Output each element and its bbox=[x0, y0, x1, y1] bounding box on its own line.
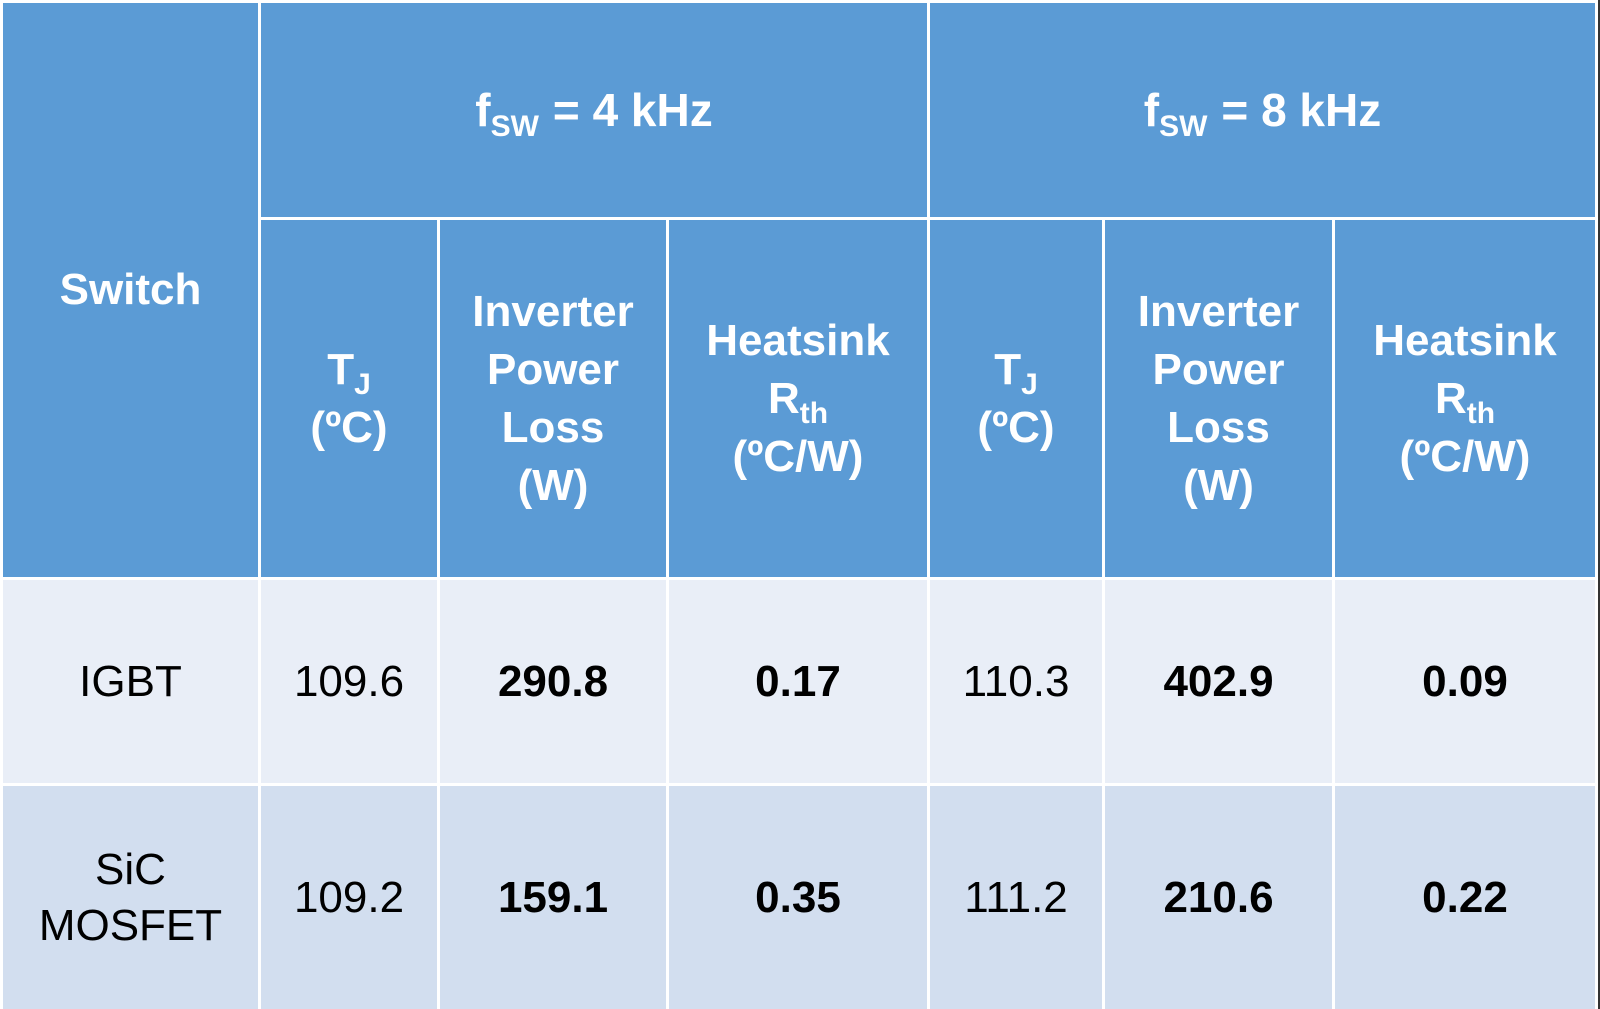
symbol: f bbox=[1143, 84, 1160, 136]
switch-line: IGBT bbox=[79, 656, 182, 706]
switch-line: MOSFET bbox=[38, 900, 223, 950]
value-cell: 210.6 bbox=[1102, 783, 1335, 1009]
column-header: Heatsink Rth (ºC/W) bbox=[666, 217, 930, 580]
column-header: TJ (ºC) bbox=[927, 217, 1105, 580]
header-text: (ºC/W) bbox=[1399, 431, 1531, 481]
header-text: Power bbox=[1152, 344, 1285, 394]
subscript: th bbox=[1466, 396, 1496, 430]
switch-line: SiC bbox=[95, 844, 166, 894]
value-cell: 290.8 bbox=[437, 577, 669, 786]
header-text: Loss bbox=[501, 402, 605, 452]
value-cell: 0.17 bbox=[666, 577, 930, 786]
header-line: TJ bbox=[261, 341, 437, 401]
data-row: SiC MOSFET 109.2 159.1 0.35 111.2 210.6 0.22 bbox=[0, 783, 1598, 1009]
header-line: Inverter bbox=[1105, 283, 1332, 341]
column-header: TJ (ºC) bbox=[258, 217, 440, 580]
header-line: (W) bbox=[440, 457, 666, 515]
switch-cell: SiC MOSFET bbox=[0, 783, 261, 1009]
value-cell: 402.9 bbox=[1102, 577, 1335, 786]
subscript: SW bbox=[490, 110, 539, 143]
group-text: = 8 kHz bbox=[1221, 84, 1382, 136]
column-header: Inverter Power Loss (W) bbox=[437, 217, 669, 580]
header-line: Power bbox=[1105, 341, 1332, 399]
header-text: (ºC) bbox=[977, 402, 1055, 452]
header-text: Loss bbox=[1167, 402, 1270, 452]
header-text: Heatsink bbox=[1373, 315, 1557, 365]
header-text: T bbox=[994, 344, 1022, 394]
header-text: Inverter bbox=[1137, 286, 1300, 336]
header-text: (W) bbox=[517, 460, 589, 510]
subscript: J bbox=[354, 367, 371, 401]
header-text: R bbox=[767, 373, 800, 423]
header-line: Inverter bbox=[440, 283, 666, 341]
header-line: Rth bbox=[669, 370, 927, 430]
value-cell: 111.2 bbox=[927, 783, 1105, 1009]
value-cell: 109.2 bbox=[258, 783, 440, 1009]
switch-cell: IGBT bbox=[0, 577, 261, 786]
header-row: Switch fSW = 4 kHz fSW = 8 kHz bbox=[0, 0, 1598, 580]
header-text: T bbox=[327, 344, 355, 394]
header-line: Heatsink bbox=[1335, 312, 1595, 370]
column-header: Heatsink Rth (ºC/W) bbox=[1332, 217, 1598, 580]
value-cell: 0.35 bbox=[666, 783, 930, 1009]
header-line: (W) bbox=[1105, 457, 1332, 515]
header-line: Power bbox=[440, 341, 666, 399]
value-cell: 110.3 bbox=[927, 577, 1105, 786]
corner-header: Switch bbox=[0, 0, 261, 580]
header-text: (W) bbox=[1183, 460, 1254, 510]
header-text: Power bbox=[486, 344, 620, 394]
header-line: (ºC/W) bbox=[1335, 428, 1595, 486]
group-text: = 4 kHz bbox=[552, 84, 713, 136]
header-text: Heatsink bbox=[706, 315, 890, 365]
header-line: (ºC/W) bbox=[669, 428, 927, 486]
group-header: fSW = 4 kHz bbox=[258, 0, 930, 220]
header-line: (ºC) bbox=[261, 399, 437, 457]
header-line: (ºC) bbox=[930, 399, 1102, 457]
header-text: Inverter bbox=[472, 286, 634, 336]
header-line: Loss bbox=[1105, 399, 1332, 457]
column-header: Inverter Power Loss (W) bbox=[1102, 217, 1335, 580]
header-line: TJ bbox=[930, 341, 1102, 401]
header-text: (ºC/W) bbox=[732, 431, 864, 481]
header-row: TJ (ºC) Inverter Power Loss (W) Heatsink Rth (ºC… bbox=[2, 217, 1598, 580]
subscript: J bbox=[1021, 367, 1038, 401]
value-cell: 0.22 bbox=[1332, 783, 1598, 1009]
subscript: th bbox=[799, 396, 829, 430]
corner-text: Switch bbox=[59, 265, 202, 314]
header-line: Heatsink bbox=[669, 312, 927, 370]
header-line: Rth bbox=[1335, 370, 1595, 430]
value-cell: 159.1 bbox=[437, 783, 669, 1009]
value-cell: 0.09 bbox=[1332, 577, 1598, 786]
group-header: fSW = 8 kHz bbox=[927, 0, 1598, 220]
data-row: IGBT 109.6 290.8 0.17 110.3 402.9 0.09 bbox=[0, 577, 1598, 786]
subscript: SW bbox=[1159, 110, 1208, 143]
header-line: Loss bbox=[440, 399, 666, 457]
symbol: f bbox=[475, 84, 491, 136]
header-text: R bbox=[1434, 373, 1467, 423]
value-cell: 109.6 bbox=[258, 577, 440, 786]
header-text: (ºC) bbox=[310, 402, 388, 452]
